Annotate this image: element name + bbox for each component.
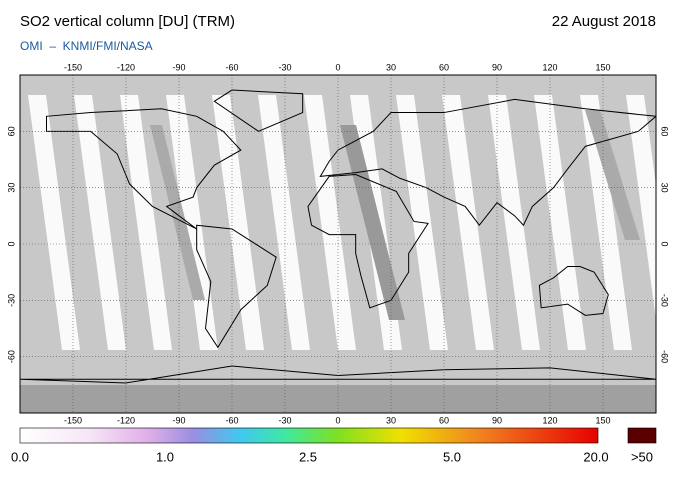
swath [580,95,632,350]
lon-label-top: -90 [172,62,185,72]
swath-dark [340,125,405,320]
lon-label-top: 0 [335,62,340,72]
map [20,75,676,413]
colorbar-overflow [627,427,657,444]
lon-label-bottom: 60 [439,415,449,425]
lat-label-left: -60 [6,350,16,363]
lon-label-bottom: -120 [117,415,135,425]
lat-label-right: -60 [660,350,670,363]
lon-label-bottom: 150 [595,415,610,425]
lon-label-top: -150 [64,62,82,72]
lon-label-top: 30 [386,62,396,72]
lat-label-left: -30 [6,294,16,307]
swath [166,95,218,350]
coastline [46,108,242,230]
lon-label-bottom: 90 [492,415,502,425]
lon-label-top: -30 [278,62,291,72]
lon-label-bottom: -30 [278,415,291,425]
lat-label-right: 60 [660,126,670,136]
title: SO2 vertical column [DU] (TRM) [20,13,235,30]
coastline [319,98,656,227]
lat-label-right: -30 [660,294,670,307]
swath [626,95,656,320]
swath [304,95,356,350]
lat-label-left: 60 [6,126,16,136]
lon-label-top: 90 [492,62,502,72]
swath [258,95,310,350]
colorbar-label: 1.0 [156,449,174,464]
lon-label-bottom: -90 [172,415,185,425]
colorbar-label: 0.0 [11,449,29,464]
lon-label-bottom: 120 [542,415,557,425]
lat-label-right: 30 [660,183,670,193]
lon-label-top: 150 [595,62,610,72]
map-frame [19,74,657,414]
date: 22 August 2018 [552,13,656,30]
lon-label-top: -120 [117,62,135,72]
lat-label-right: 0 [660,241,670,246]
coastline [307,174,429,309]
swath [442,95,494,350]
grid [20,75,656,413]
colorbar-label: 5.0 [443,449,461,464]
swath-dark [150,125,205,300]
lon-label-bottom: -60 [225,415,238,425]
coastlines [20,89,656,384]
colorbar-label: >50 [631,449,653,464]
colorbar-label: 2.5 [299,449,317,464]
coastline [196,224,277,349]
swath [28,95,80,350]
lon-label-top: 120 [542,62,557,72]
lat-label-left: 30 [6,183,16,193]
lon-label-bottom: 0 [335,415,340,425]
lon-label-bottom: -150 [64,415,82,425]
swath [672,95,676,350]
credit: OMI – KNMI/FMI/NASA [20,39,153,53]
coastline [538,266,609,316]
swath [488,95,540,350]
colorbar-label: 20.0 [583,449,608,464]
coastline [213,89,304,132]
swath [120,95,172,350]
colorbar [19,427,599,444]
lat-label-left: 0 [6,241,16,246]
lon-label-top: 60 [439,62,449,72]
lon-label-top: -60 [225,62,238,72]
swath [74,95,126,350]
lon-label-bottom: 30 [386,415,396,425]
swath [534,95,586,350]
